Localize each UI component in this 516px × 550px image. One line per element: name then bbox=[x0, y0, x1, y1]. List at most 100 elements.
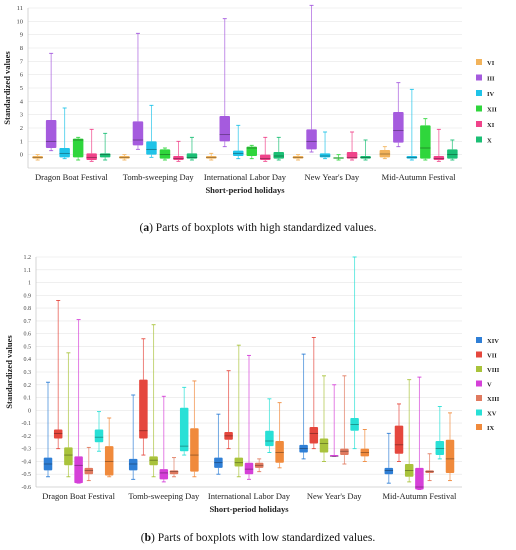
legend-swatch bbox=[476, 105, 482, 112]
y-tick-label: 10 bbox=[17, 18, 24, 25]
box bbox=[309, 426, 319, 444]
y-tick-label: 0.8 bbox=[24, 306, 32, 312]
legend-label: VIII bbox=[487, 367, 500, 374]
y-tick-label: 0.4 bbox=[24, 357, 32, 363]
caption-b-text: Parts of boxplots with low standardized … bbox=[157, 532, 376, 544]
box bbox=[214, 457, 223, 468]
legend-label: XI bbox=[487, 122, 495, 129]
box bbox=[425, 470, 434, 473]
legend-swatch bbox=[476, 59, 482, 65]
y-axis-label: Standardized values bbox=[4, 335, 14, 409]
y-tick-label: 1.1 bbox=[24, 268, 32, 274]
box bbox=[146, 141, 157, 155]
x-tick-label: Dragon Boat Festival bbox=[42, 491, 115, 501]
box bbox=[179, 407, 189, 452]
legend-swatch bbox=[476, 395, 482, 401]
box bbox=[445, 439, 455, 473]
legend-swatch bbox=[476, 337, 482, 343]
y-tick-label: 9 bbox=[20, 32, 23, 39]
x-axis-label: Short-period holidays bbox=[209, 504, 289, 514]
y-tick-label: 0.6 bbox=[24, 332, 32, 338]
y-tick-label: -0.4 bbox=[22, 459, 32, 465]
y-tick-label: 0.9 bbox=[24, 293, 32, 299]
box bbox=[139, 379, 148, 439]
y-tick-label: 11 bbox=[17, 5, 23, 12]
box bbox=[273, 152, 284, 159]
box bbox=[224, 432, 233, 440]
box bbox=[447, 149, 458, 159]
y-tick-label: 3 bbox=[20, 112, 23, 119]
x-tick-label: International Labor Day bbox=[204, 172, 287, 182]
box bbox=[393, 112, 404, 143]
y-tick-label: 7 bbox=[20, 58, 24, 65]
legend-label: VII bbox=[487, 353, 497, 360]
y-tick-label: -0.1 bbox=[22, 421, 32, 427]
box bbox=[128, 458, 138, 471]
legend-swatch bbox=[476, 380, 482, 387]
x-tick-label: International Labor Day bbox=[208, 491, 291, 501]
box bbox=[435, 441, 445, 456]
legend-label: XII bbox=[487, 107, 497, 114]
y-tick-label: -0.3 bbox=[22, 447, 32, 453]
box bbox=[169, 470, 179, 475]
y-tick-label: 0 bbox=[28, 408, 31, 414]
box bbox=[159, 149, 171, 159]
legend-label: VI bbox=[487, 60, 495, 67]
caption-b: (b) Parts of boxplots with low standardi… bbox=[140, 532, 376, 544]
box bbox=[233, 150, 244, 156]
box bbox=[173, 156, 184, 160]
caption-a-letter: a bbox=[143, 222, 150, 234]
box bbox=[319, 438, 329, 453]
box bbox=[292, 156, 304, 159]
box bbox=[420, 125, 431, 159]
x-tick-label: Tomb-sweeping Day bbox=[123, 172, 195, 182]
box bbox=[32, 156, 43, 159]
box bbox=[59, 148, 70, 158]
y-tick-label: 1.2 bbox=[24, 255, 32, 261]
legend-label: XIII bbox=[487, 396, 500, 403]
y-tick-label: -0.2 bbox=[22, 434, 32, 440]
legend-label: V bbox=[487, 382, 492, 389]
box bbox=[306, 129, 317, 150]
box bbox=[275, 441, 284, 463]
box bbox=[43, 457, 53, 471]
box bbox=[119, 156, 130, 159]
legend-swatch bbox=[476, 409, 482, 416]
box bbox=[159, 469, 169, 480]
box bbox=[384, 467, 394, 475]
box bbox=[132, 121, 144, 146]
caption-a: (a) Parts of boxplots with high standard… bbox=[139, 222, 377, 234]
panel-a-boxplot: 0 1 2 3 4 5 6 7 8 9 10 11 Standardized values Dragon … bbox=[2, 4, 497, 195]
x-axis-label: Short-period holidays bbox=[205, 185, 285, 195]
box bbox=[206, 156, 217, 159]
box bbox=[319, 153, 331, 158]
box bbox=[333, 157, 344, 159]
y-tick-label: 2 bbox=[20, 125, 23, 132]
y-axis-label: Standardized values bbox=[2, 51, 12, 125]
box bbox=[299, 444, 308, 453]
legend-swatch bbox=[476, 424, 482, 430]
x-tick-label: New Year's Day bbox=[307, 491, 362, 501]
box bbox=[94, 429, 104, 443]
box bbox=[340, 448, 349, 456]
box bbox=[219, 116, 230, 142]
box bbox=[74, 456, 83, 484]
box bbox=[64, 447, 73, 466]
y-tick-label: 1 bbox=[20, 138, 23, 145]
legend-label: III bbox=[487, 76, 495, 83]
caption-b-letter: b bbox=[144, 532, 151, 544]
box bbox=[415, 467, 424, 490]
x-tick-label: Mid-Autumn Festival bbox=[382, 491, 457, 501]
legend-swatch bbox=[476, 121, 482, 127]
legend-label: IV bbox=[487, 91, 495, 98]
box bbox=[346, 152, 358, 159]
box bbox=[265, 430, 274, 447]
y-tick-label: 5 bbox=[20, 85, 23, 92]
legend-label: IX bbox=[487, 425, 495, 432]
box bbox=[53, 429, 63, 439]
y-tick-label: -0.5 bbox=[22, 472, 32, 478]
box bbox=[394, 425, 404, 454]
y-tick-label: 0.3 bbox=[24, 370, 32, 376]
box bbox=[84, 467, 94, 475]
box bbox=[379, 150, 391, 158]
